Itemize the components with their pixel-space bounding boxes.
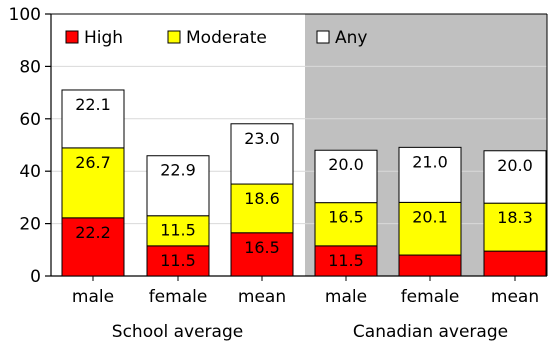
bar-high-5 [483,250,547,277]
data-label-any-5: 20.0 [497,156,533,175]
y-tick-label-2: 40 [19,162,41,182]
x-tick-label-0: male [72,287,114,307]
bar-moderate-1 [146,215,210,247]
data-label-any-0: 22.1 [75,95,111,114]
x-tick-label-5: mean [491,287,539,307]
bar-high-2 [230,232,294,277]
bar-high-4 [398,254,462,277]
data-label-any-1: 22.9 [160,161,196,180]
data-label-moderate-0: 26.7 [75,153,111,172]
legend-label-high: High [84,28,123,48]
bar-any-3 [314,149,378,204]
x-tick-label-2: mean [238,287,286,307]
bar-moderate-2 [230,183,294,234]
x-tick-label-3: male [325,287,367,307]
bar-moderate-0 [61,147,125,219]
legend-label-any: Any [335,28,367,48]
x-tick-label-1: female [149,287,208,307]
group-label-1: Canadian average [353,322,508,342]
data-label-high-1: 11.5 [160,251,196,270]
data-label-any-4: 21.0 [412,152,448,171]
legend-swatch-high [65,30,79,44]
legend-swatch-moderate [167,30,181,44]
bar-any-0 [61,89,125,149]
data-label-any-2: 23.0 [244,129,280,148]
data-label-high-2: 16.5 [244,238,280,257]
bar-moderate-5 [483,202,547,252]
data-label-moderate-1: 11.5 [160,221,196,240]
bar-high-0 [61,217,125,277]
data-label-moderate-4: 20.1 [412,207,448,226]
bar-any-5 [483,150,547,204]
data-label-moderate-5: 18.3 [497,208,533,227]
x-tick-label-4: female [401,287,460,307]
bar-any-1 [146,155,210,217]
data-label-moderate-3: 16.5 [328,208,364,227]
data-label-high-3: 11.5 [328,251,364,270]
legend-swatch-any [316,30,330,44]
data-label-high-0: 22.2 [75,223,111,242]
y-tick-label-1: 20 [19,215,41,235]
data-label-any-3: 20.0 [328,155,364,174]
y-tick-label-5: 100 [9,5,41,25]
bar-high-3 [314,245,378,277]
y-tick-label-4: 80 [19,57,41,77]
bar-any-2 [230,123,294,185]
legend-label-moderate: Moderate [186,28,267,48]
y-tick-label-3: 60 [19,110,41,130]
bar-any-4 [398,146,462,203]
y-tick-label-0: 0 [30,267,41,287]
group-label-0: School average [112,322,243,342]
data-label-moderate-2: 18.6 [244,189,280,208]
bar-moderate-3 [314,202,378,247]
